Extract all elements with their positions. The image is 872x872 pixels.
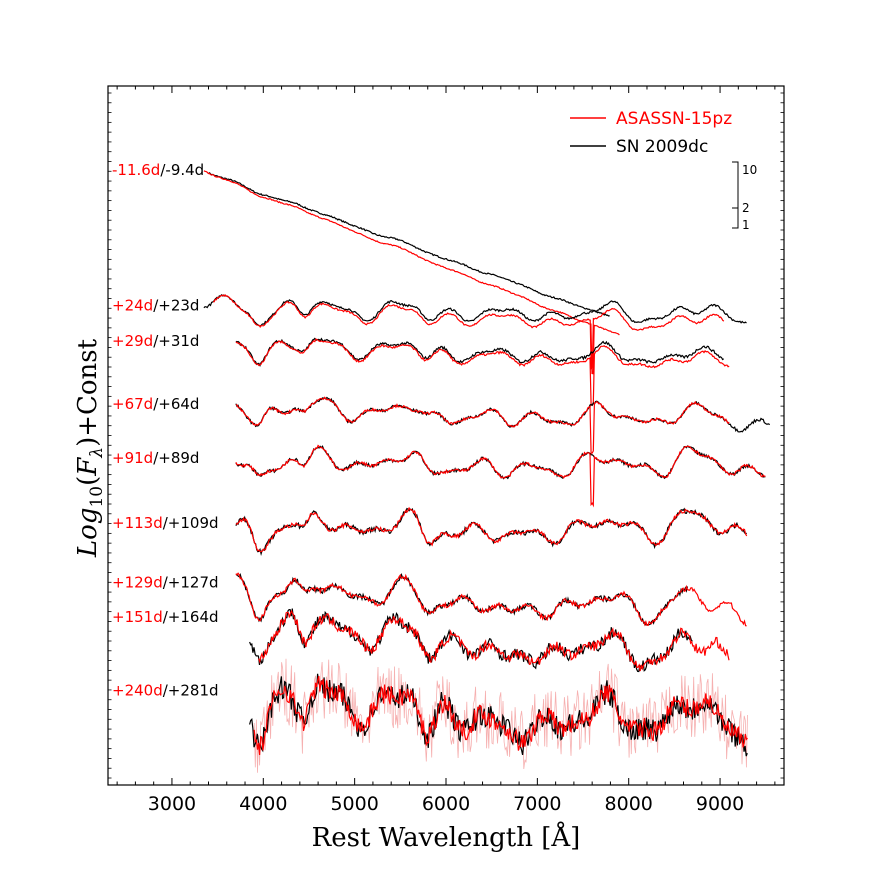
epoch-label-sn2009dc: +64d xyxy=(158,395,199,413)
x-tick-label: 8000 xyxy=(605,793,653,815)
spectrum-sn2009dc-5 xyxy=(235,507,748,557)
spectrum-sn2009dc-6 xyxy=(235,572,689,626)
epoch-label-sn2009dc: +127d xyxy=(168,573,219,591)
x-tick-label: 5000 xyxy=(330,793,378,815)
legend-label-sn2009dc: SN 2009dc xyxy=(616,137,708,157)
spectrum-sn2009dc-0 xyxy=(208,171,610,317)
spectrum-asassn-8 xyxy=(253,675,748,756)
y-axis-title: Log10(Fλ)+Const xyxy=(73,338,107,558)
epoch-label: +67d/+64d xyxy=(112,395,199,413)
epoch-label-asassn: +240d xyxy=(112,682,163,700)
epoch-label-separator: / xyxy=(163,514,169,532)
epoch-label-asassn: +29d xyxy=(112,332,153,350)
epoch-label-separator: / xyxy=(153,332,159,350)
scale-bar-label-1: 1 xyxy=(742,218,750,232)
x-tick-label: 6000 xyxy=(422,793,470,815)
epoch-label-asassn: -11.6d xyxy=(112,161,160,179)
epoch-label-asassn: +24d xyxy=(112,296,153,314)
epoch-label: +113d/+109d xyxy=(112,514,219,532)
spectrum-sn2009dc-3 xyxy=(235,396,771,433)
spectra-layer xyxy=(203,170,771,773)
epoch-label-separator: / xyxy=(163,573,169,591)
spectrum-asassn-raw-8 xyxy=(253,658,748,773)
x-tick-label: 9000 xyxy=(696,793,744,815)
scale-bar-label-10: 10 xyxy=(742,163,757,177)
epoch-label-sn2009dc: +164d xyxy=(168,608,219,626)
epoch-label: +91d/+89d xyxy=(112,449,199,467)
spectrum-sn2009dc-7 xyxy=(249,608,693,673)
epoch-label: +151d/+164d xyxy=(112,608,219,626)
x-tick-label: 7000 xyxy=(513,793,561,815)
epoch-label-asassn: +113d xyxy=(112,514,163,532)
spectrum-sn2009dc-4 xyxy=(235,445,766,480)
epoch-label-separator: / xyxy=(153,296,159,314)
epoch-label-sn2009dc: +109d xyxy=(168,514,219,532)
x-axis-title: Rest Wavelength [Å] xyxy=(312,821,581,853)
scale-bar: 10 2 1 xyxy=(732,161,757,232)
epoch-label: +129d/+127d xyxy=(112,573,219,591)
epoch-label-sn2009dc: +89d xyxy=(158,449,199,467)
legend-label-asassn: ASASSN-15pz xyxy=(616,109,732,129)
epoch-label: +24d/+23d xyxy=(112,296,199,314)
spectrum-asassn-7 xyxy=(258,609,730,672)
epoch-label-sn2009dc: +31d xyxy=(158,332,199,350)
epoch-label-sn2009dc: +23d xyxy=(158,296,199,314)
scale-bar-bracket xyxy=(732,161,739,229)
legend: ASASSN-15pz SN 2009dc xyxy=(570,109,732,157)
plot-frame xyxy=(107,85,785,786)
epoch-label-separator: / xyxy=(153,449,159,467)
epoch-label-asassn: +91d xyxy=(112,449,153,467)
epoch-label-separator: / xyxy=(163,682,169,700)
epoch-label-asassn: +67d xyxy=(112,395,153,413)
spectrum-asassn-6 xyxy=(235,572,747,627)
epoch-label: -11.6d/-9.4d xyxy=(112,161,204,179)
spectrum-asassn-5 xyxy=(235,506,748,553)
spectrum-sn2009dc-2 xyxy=(235,337,725,367)
epoch-label: +29d/+31d xyxy=(112,332,199,350)
spectrum-asassn-1 xyxy=(213,294,725,370)
x-axis: 3000 4000 5000 6000 7000 8000 9000 xyxy=(108,86,784,815)
epoch-label-asassn: +129d xyxy=(112,573,163,591)
spectrum-asassn-3 xyxy=(235,396,730,455)
epoch-label-separator: / xyxy=(160,161,166,179)
epoch-label-separator: / xyxy=(153,395,159,413)
epoch-labels: -11.6d/-9.4d+24d/+23d+29d/+31d+67d/+64d+… xyxy=(112,161,219,700)
epoch-label-asassn: +151d xyxy=(112,608,163,626)
spectrum-asassn-4 xyxy=(235,444,766,508)
spectrum-asassn-2 xyxy=(235,338,730,407)
epoch-label-sn2009dc: -9.4d xyxy=(165,161,204,179)
x-tick-label: 3000 xyxy=(148,793,196,815)
x-tick-label: 4000 xyxy=(239,793,287,815)
epoch-label-sn2009dc: +281d xyxy=(168,682,219,700)
spectrum-sn2009dc-1 xyxy=(203,294,747,327)
epoch-label-separator: / xyxy=(163,608,169,626)
epoch-label: +240d/+281d xyxy=(112,682,219,700)
spectrum-asassn-0 xyxy=(203,170,620,375)
scale-bar-label-2: 2 xyxy=(742,201,750,215)
